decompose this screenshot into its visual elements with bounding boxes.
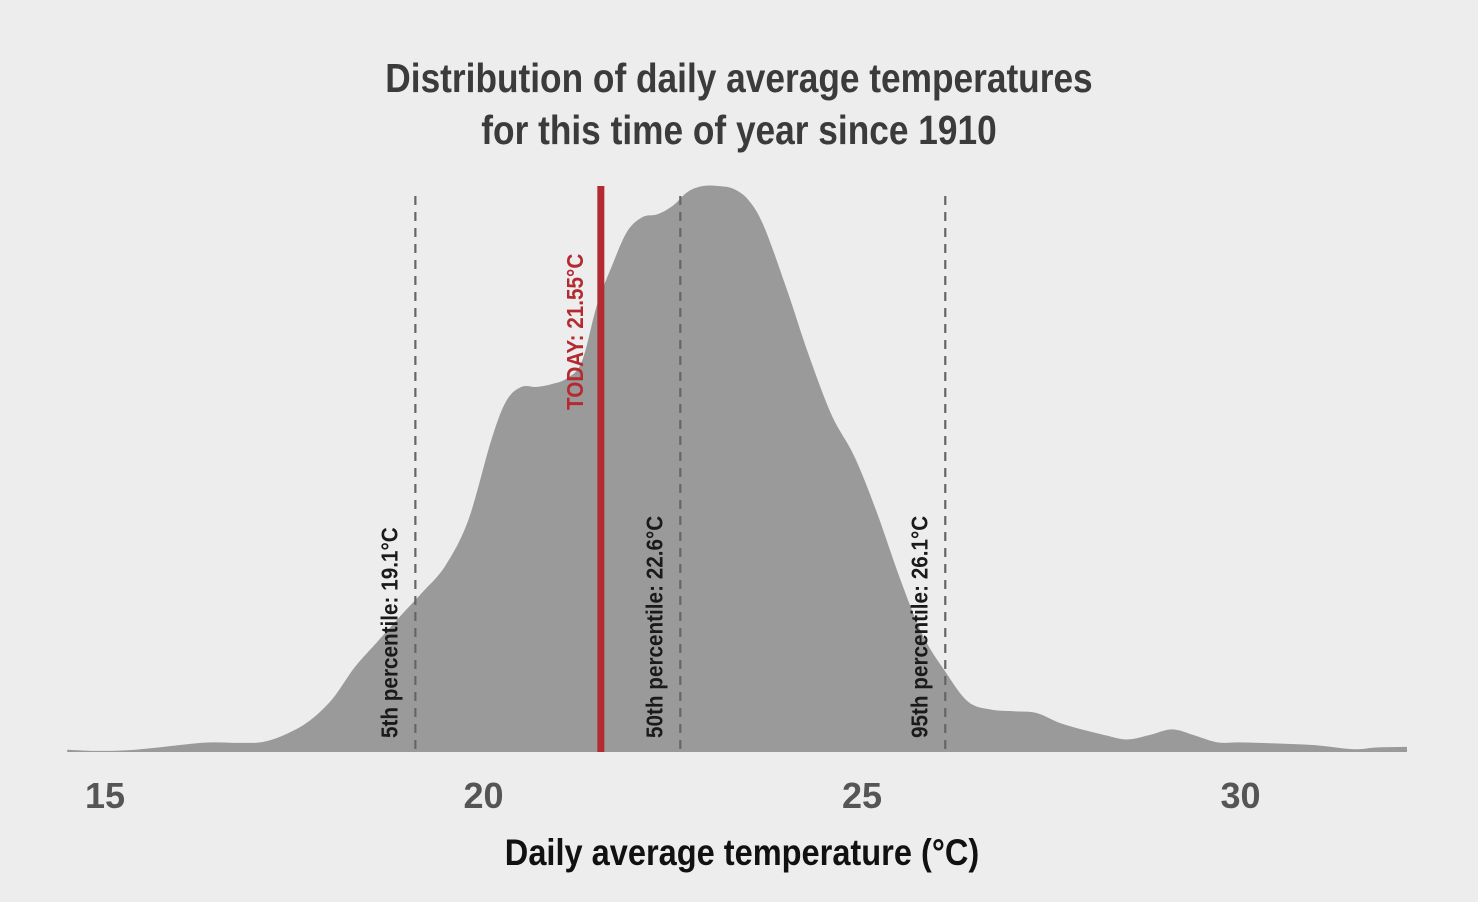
percentile-label: 95th percentile: 26.1°C — [906, 516, 932, 738]
x-tick-label: 25 — [842, 775, 882, 816]
today-label: TODAY: 21.55°C — [562, 254, 588, 410]
x-tick-label: 20 — [463, 775, 503, 816]
x-tick-label: 15 — [85, 775, 125, 816]
x-axis-label: Daily average temperature (°C) — [505, 832, 979, 873]
x-tick-label: 30 — [1220, 775, 1260, 816]
percentile-label: 5th percentile: 19.1°C — [376, 527, 402, 738]
chart-title: Distribution of daily average temperatur… — [103, 52, 1374, 156]
percentile-label: 50th percentile: 22.6°C — [641, 516, 667, 738]
density-area — [67, 185, 1408, 752]
chart-title-line-1: Distribution of daily average temperatur… — [385, 55, 1093, 101]
chart-title-line-2: for this time of year since 1910 — [481, 107, 997, 153]
